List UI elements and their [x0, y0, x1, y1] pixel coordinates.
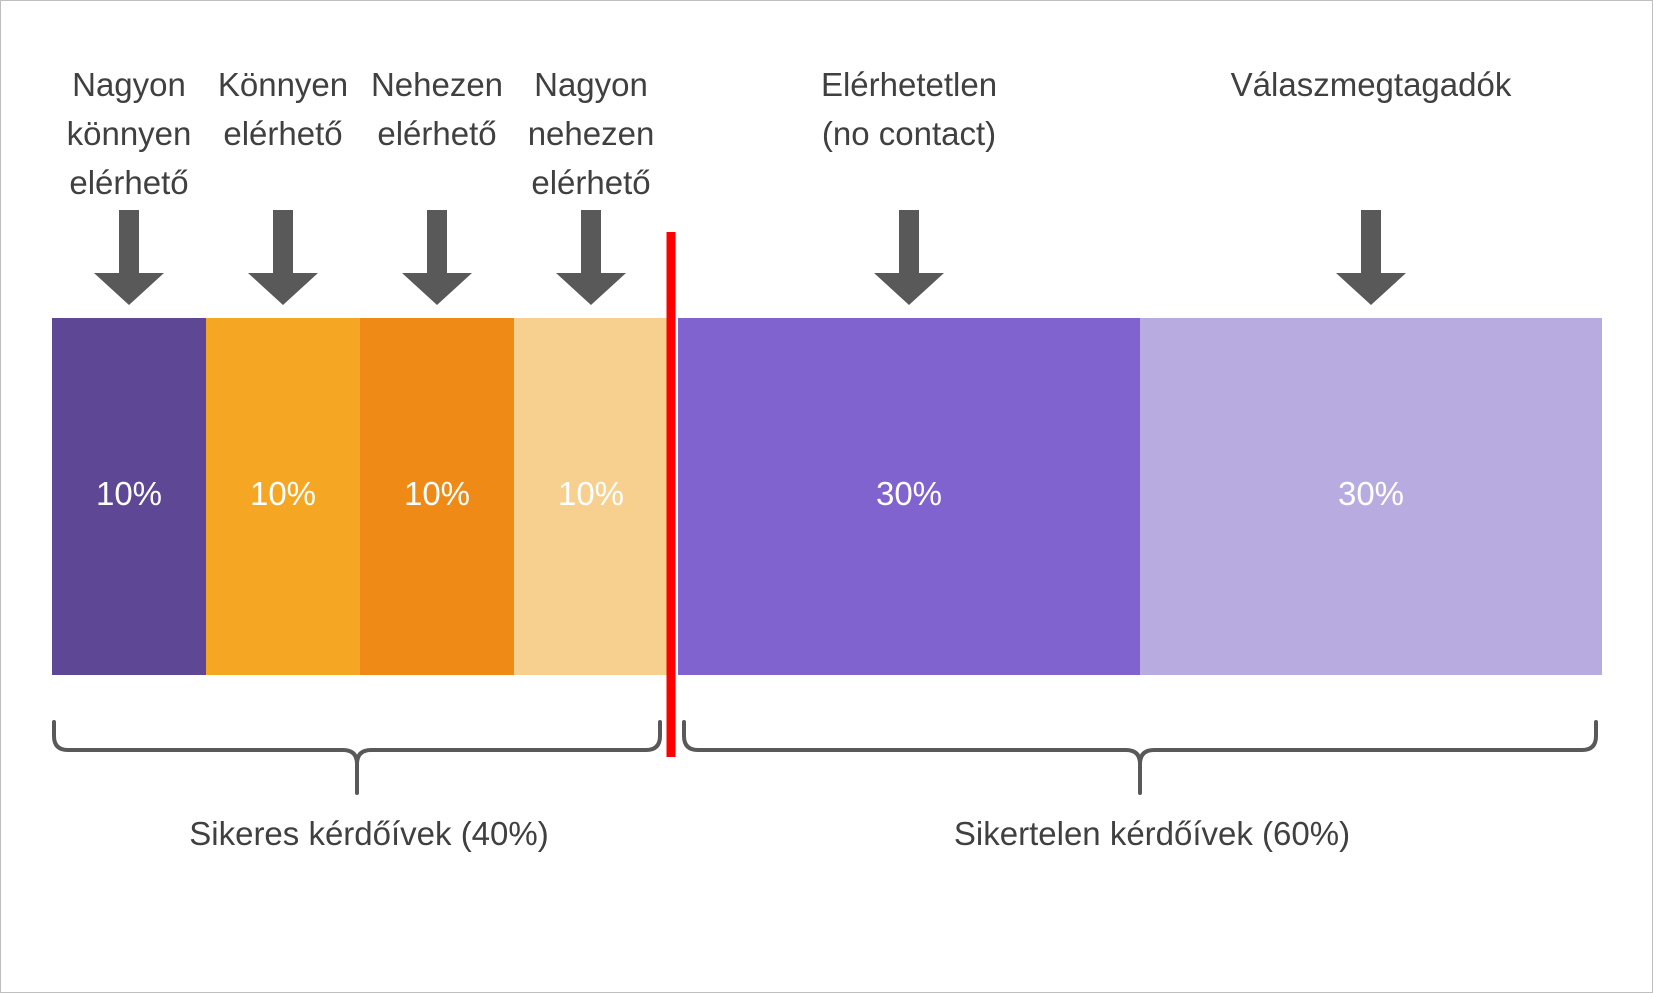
- category-label: Válaszmegtagadók: [1231, 66, 1512, 103]
- group-brace: [52, 720, 662, 795]
- down-arrow-icon: [556, 210, 626, 305]
- category-label: Nagyon könnyen elérhető: [67, 66, 192, 201]
- group-label: Sikertelen kérdőívek (60%): [954, 815, 1350, 852]
- group-brace: [682, 720, 1598, 795]
- bar-segment: [1140, 318, 1602, 675]
- bar-segment: [52, 318, 206, 675]
- down-arrow-icon: [874, 210, 944, 305]
- bar-segment: [514, 318, 668, 675]
- down-arrow-icon: [402, 210, 472, 305]
- category-label: Nagyon nehezen elérhető: [528, 66, 655, 201]
- down-arrow-icon: [248, 210, 318, 305]
- bar-segment: [360, 318, 514, 675]
- bar-segment: [206, 318, 360, 675]
- category-label: Könnyen elérhető: [218, 66, 348, 152]
- down-arrow-icon: [94, 210, 164, 305]
- group-label: Sikeres kérdőívek (40%): [189, 815, 548, 852]
- category-label: Elérhetetlen (no contact): [821, 66, 997, 152]
- value-label: 30%: [1338, 475, 1404, 512]
- value-label: 10%: [96, 475, 162, 512]
- category-label: Nehezen elérhető: [371, 66, 503, 152]
- value-label: 10%: [250, 475, 316, 512]
- value-label: 10%: [404, 475, 470, 512]
- value-label: 30%: [876, 475, 942, 512]
- down-arrow-icon: [1336, 210, 1406, 305]
- bar-segment: [678, 318, 1140, 675]
- value-label: 10%: [558, 475, 624, 512]
